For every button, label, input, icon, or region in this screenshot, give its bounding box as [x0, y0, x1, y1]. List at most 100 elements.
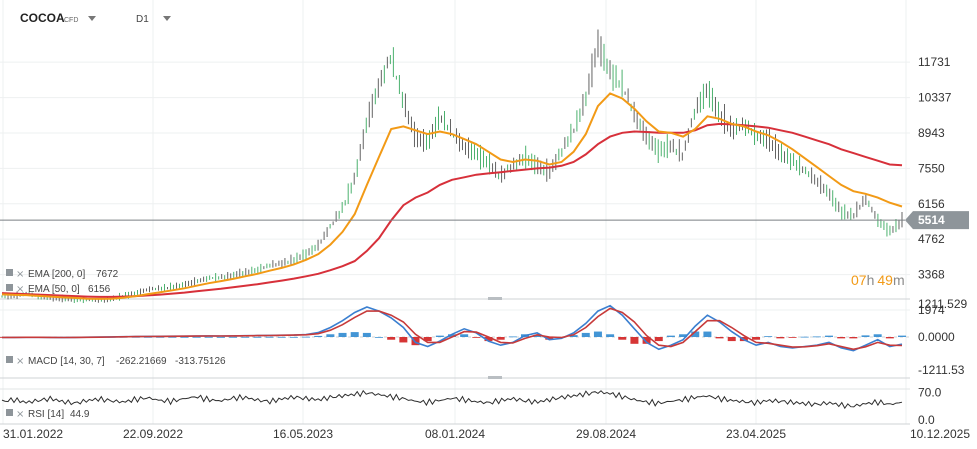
- macd-histogram-bar: [143, 336, 152, 338]
- macd-signal-line: [2, 307, 903, 351]
- legend-macd-value-1: -262.21669: [116, 356, 167, 367]
- time-tick-label: 31.01.2022: [3, 427, 63, 441]
- macd-histogram-bar: [606, 334, 615, 337]
- macd-histogram-bar: [703, 331, 712, 337]
- ema200-line: [1, 122, 903, 298]
- time-tick-label: 22.09.2022: [123, 427, 183, 441]
- macd-histogram-bar: [204, 336, 213, 338]
- time-tick-label: 23.04.2025: [726, 427, 786, 441]
- timeframe-label[interactable]: D1: [136, 14, 149, 25]
- legend-macd[interactable]: × MACD [14, 30, 7] -262.21669 -313.75126: [6, 356, 226, 367]
- macd-histogram-bar: [630, 337, 639, 344]
- macd-histogram-bar: [764, 336, 773, 337]
- macd-tick-label: -1211.53: [918, 363, 965, 377]
- price-tick-label: 7550: [918, 161, 945, 175]
- macd-histogram-bar: [350, 332, 359, 337]
- legend-macd-settings-icon[interactable]: [6, 356, 13, 363]
- time-axis[interactable]: 31.01.2022 22.09.2022 16.05.2023 08.01.2024…: [3, 427, 970, 441]
- legend-ema50[interactable]: × EMA [50, 0] 6156: [6, 284, 111, 295]
- last-price-tag-shape: [905, 211, 969, 230]
- legend-ema200-value: 7672: [96, 269, 119, 280]
- price-tick-label: 3368: [918, 268, 945, 282]
- macd-histogram-bar: [593, 331, 602, 337]
- drag-handle-macd[interactable]: [488, 297, 502, 300]
- legend-rsi-close-icon[interactable]: ×: [16, 409, 24, 420]
- macd-histogram-bar: [691, 331, 700, 337]
- legend-ema200-label: EMA [200, 0]: [28, 269, 85, 280]
- symbol-title[interactable]: COCOA: [20, 11, 65, 25]
- time-tick-label: 16.05.2023: [273, 427, 333, 441]
- rsi-line: [1, 389, 903, 410]
- countdown-minutes: 49: [877, 272, 893, 288]
- legend-ema50-label: EMA [50, 0]: [28, 284, 80, 295]
- legend-ema50-settings-icon[interactable]: [6, 284, 13, 291]
- time-tick-label: 29.08.2024: [576, 427, 636, 441]
- macd-histogram-bar: [253, 336, 262, 338]
- main-series: [1, 92, 903, 300]
- bar-countdown: 07h 49m: [851, 272, 905, 288]
- price-candles: [1, 29, 903, 304]
- macd-histogram-bar: [229, 336, 238, 338]
- legend-ema200-settings-icon[interactable]: [6, 269, 13, 276]
- macd-histogram-bar: [338, 332, 347, 337]
- macd-histogram-bar: [776, 337, 785, 339]
- price-tick-label: 4762: [918, 232, 945, 246]
- legend-ema200[interactable]: × EMA [200, 0] 7672: [6, 269, 119, 280]
- legend-rsi-settings-icon[interactable]: [6, 409, 13, 416]
- macd-histogram-bar: [277, 336, 286, 338]
- macd-histogram-bar: [849, 337, 858, 339]
- macd-histogram-bar: [679, 334, 688, 337]
- drag-handle-rsi[interactable]: [488, 376, 502, 379]
- macd-series: [1, 304, 903, 352]
- macd-histogram-bar: [423, 337, 432, 342]
- macd-histogram-bar: [289, 336, 298, 338]
- timeframe-dropdown-chevron-icon[interactable]: [163, 16, 171, 21]
- macd-histogram-bar: [496, 337, 505, 340]
- price-tick-label: 6156: [918, 197, 945, 211]
- rsi-tick-label: 0.0: [918, 413, 935, 427]
- macd-axis[interactable]: 1211.529 0.0000 -1211.53: [918, 297, 967, 377]
- rsi-axis[interactable]: 70.0 0.0: [918, 386, 942, 427]
- macd-histogram-bar: [752, 337, 761, 340]
- time-tick-label: 10.12.2025: [910, 427, 970, 441]
- macd-histogram-bar: [508, 336, 517, 338]
- legend-rsi-value: 44.9: [70, 409, 90, 420]
- price-tick-label: 10337: [918, 91, 952, 105]
- rsi-tick-label: 70.0: [918, 386, 942, 400]
- symbol-dropdown-chevron-icon[interactable]: [88, 16, 96, 21]
- legend-ema200-close-icon[interactable]: ×: [16, 269, 24, 280]
- macd-histogram-bar: [362, 332, 371, 337]
- macd-histogram-bar: [448, 334, 456, 337]
- countdown-hours-unit: h: [867, 272, 875, 288]
- legend-rsi-label: RSI [14]: [28, 409, 64, 420]
- last-price-tag[interactable]: 5514: [905, 211, 969, 230]
- macd-histogram-bar: [569, 335, 578, 337]
- macd-histogram-bar: [435, 335, 444, 337]
- macd-histogram-bar: [581, 332, 590, 337]
- macd-histogram-bar: [484, 337, 493, 342]
- ema50-line: [1, 92, 903, 300]
- countdown-hours: 07: [851, 272, 867, 288]
- price-tick-label: 8943: [918, 126, 945, 140]
- macd-histogram-bar: [873, 334, 882, 337]
- rsi-series: [1, 389, 903, 410]
- legend-ema50-close-icon[interactable]: ×: [16, 284, 24, 295]
- macd-histogram-bar: [241, 336, 250, 338]
- macd-histogram-bar: [387, 337, 396, 340]
- last-price-value: 5514: [918, 213, 945, 227]
- macd-histogram-bar: [180, 336, 189, 338]
- instrument-type: CFD: [64, 17, 78, 24]
- macd-tick-label: 0.0000: [918, 330, 955, 344]
- macd-histogram-bar: [837, 337, 846, 339]
- macd-histogram-bar: [800, 336, 809, 338]
- price-axis[interactable]: 11731 10337 8943 7550 6156 4762 3368 1974: [918, 55, 952, 317]
- legend-rsi[interactable]: × RSI [14] 44.9: [6, 409, 90, 420]
- macd-histogram-bar: [861, 335, 870, 337]
- price-tick-label: 1974: [918, 303, 945, 317]
- macd-histogram-bar: [460, 334, 469, 337]
- macd-histogram-bar: [666, 335, 675, 337]
- macd-histogram-bar: [812, 336, 821, 338]
- legend-macd-close-icon[interactable]: ×: [16, 356, 24, 367]
- macd-histogram-bar: [533, 335, 542, 337]
